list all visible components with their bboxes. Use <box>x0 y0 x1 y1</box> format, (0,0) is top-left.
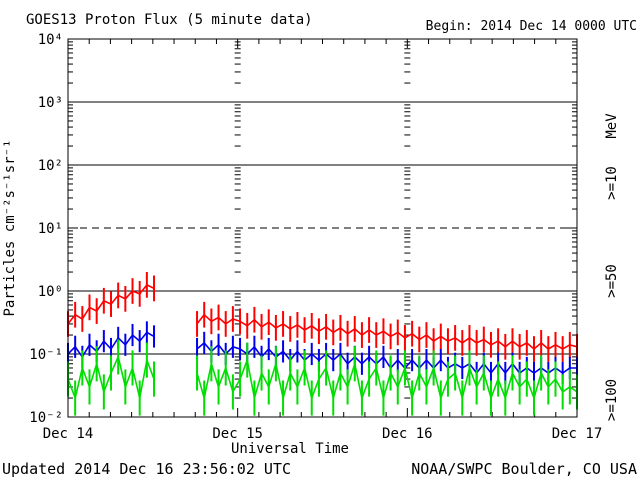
x-tick-label: Dec 14 <box>43 426 94 442</box>
y-tick-label: 10² <box>38 158 63 174</box>
x-tick-label: Dec 17 <box>552 426 603 442</box>
updated-timestamp: Updated 2014 Dec 16 23:56:02 UTC <box>2 460 291 478</box>
y-tick-label: 10⁻¹ <box>29 347 63 363</box>
series->=100-trace <box>67 354 578 402</box>
source-attribution: NOAA/SWPC Boulder, CO USA <box>411 460 637 478</box>
y-tick-label: 10¹ <box>38 221 63 237</box>
series->=50-trace <box>67 331 577 375</box>
y-tick-label: 10⁻² <box>29 410 63 426</box>
series->=100 <box>67 339 578 416</box>
series->=10 <box>67 272 578 362</box>
x-axis-title: Universal Time <box>231 441 349 457</box>
series->=10-trace <box>67 283 578 351</box>
legend-label->=10: >=10 <box>604 166 620 200</box>
begin-annotation: Begin: 2014 Dec 14 0000 UTC <box>426 19 637 34</box>
chart-title: GOES13 Proton Flux (5 minute data) <box>26 12 313 28</box>
plot-border <box>67 38 578 418</box>
y-tick-label: 10³ <box>38 95 63 111</box>
legend-unit-label: MeV <box>604 113 620 139</box>
y-tick-label: 10⁰ <box>38 284 63 300</box>
legend-label->=100: >=100 <box>604 379 620 421</box>
y-tick-label: 10⁴ <box>38 32 63 48</box>
y-axis-title: Particles cm⁻²s⁻¹sr⁻¹ <box>2 139 18 316</box>
x-tick-label: Dec 15 <box>212 426 263 442</box>
x-tick-label: Dec 16 <box>382 426 433 442</box>
legend-label->=50: >=50 <box>604 264 620 298</box>
